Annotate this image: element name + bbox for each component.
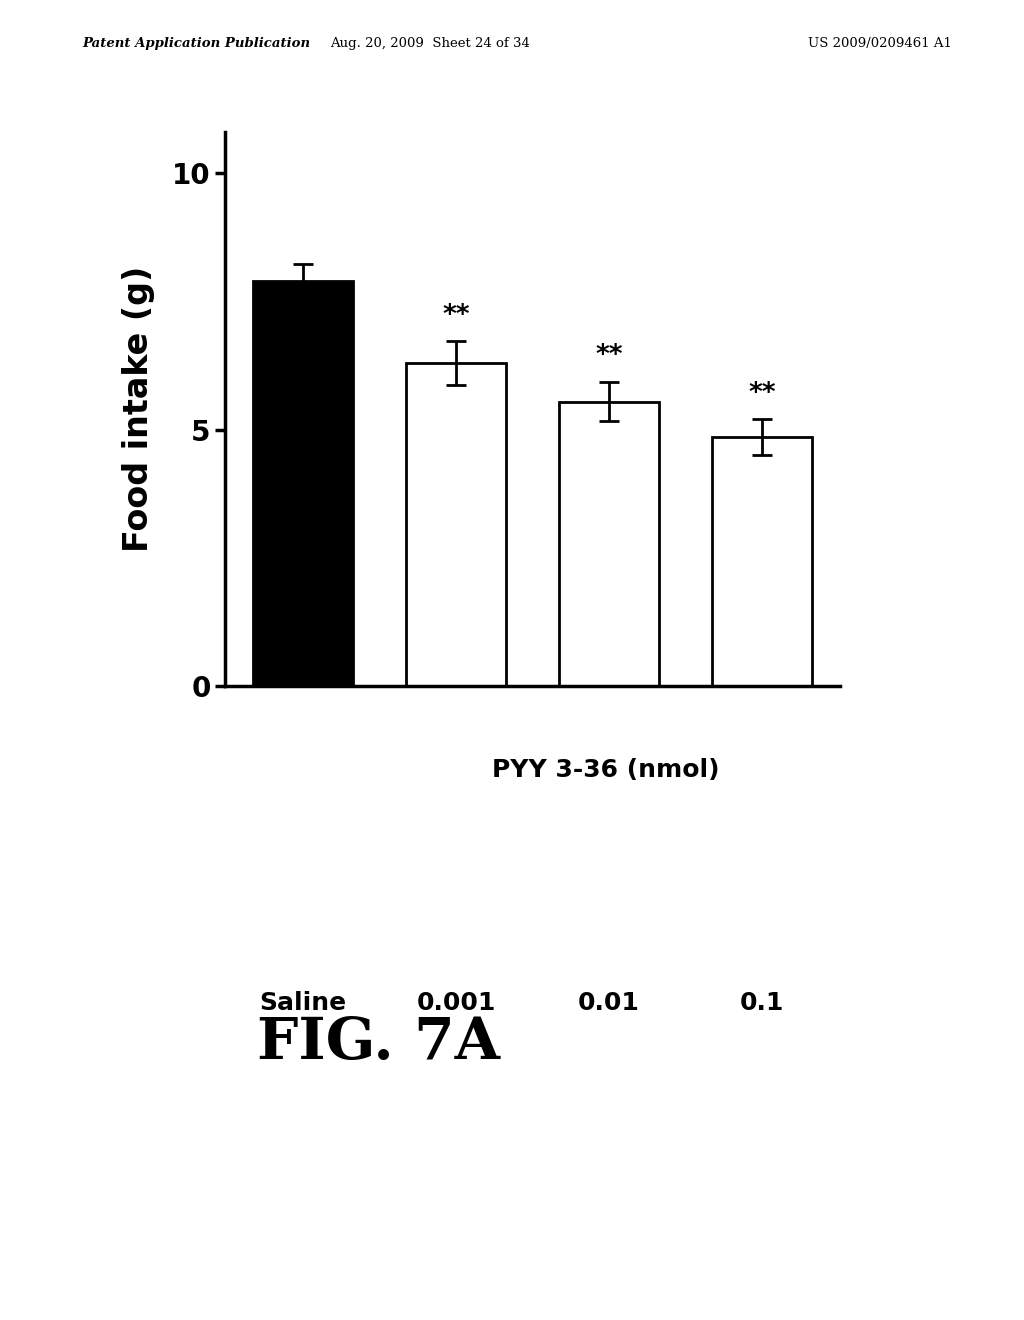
Text: 0.1: 0.1: [739, 991, 784, 1015]
Bar: [713, 437, 812, 686]
Text: 0.001: 0.001: [417, 991, 496, 1015]
Text: FIG. 7A: FIG. 7A: [257, 1015, 501, 1071]
Text: **: **: [595, 343, 623, 370]
Text: US 2009/0209461 A1: US 2009/0209461 A1: [808, 37, 952, 50]
Bar: [407, 363, 506, 686]
Y-axis label: Food intake (g): Food intake (g): [123, 267, 156, 552]
Text: Saline: Saline: [259, 991, 346, 1015]
Bar: [253, 281, 352, 686]
Text: 0.01: 0.01: [579, 991, 640, 1015]
Bar: [559, 401, 658, 686]
Text: PYY 3-36 (nmol): PYY 3-36 (nmol): [493, 759, 720, 783]
Text: **: **: [442, 302, 470, 329]
Text: **: **: [749, 380, 776, 407]
Text: Aug. 20, 2009  Sheet 24 of 34: Aug. 20, 2009 Sheet 24 of 34: [330, 37, 530, 50]
Text: Patent Application Publication: Patent Application Publication: [82, 37, 310, 50]
